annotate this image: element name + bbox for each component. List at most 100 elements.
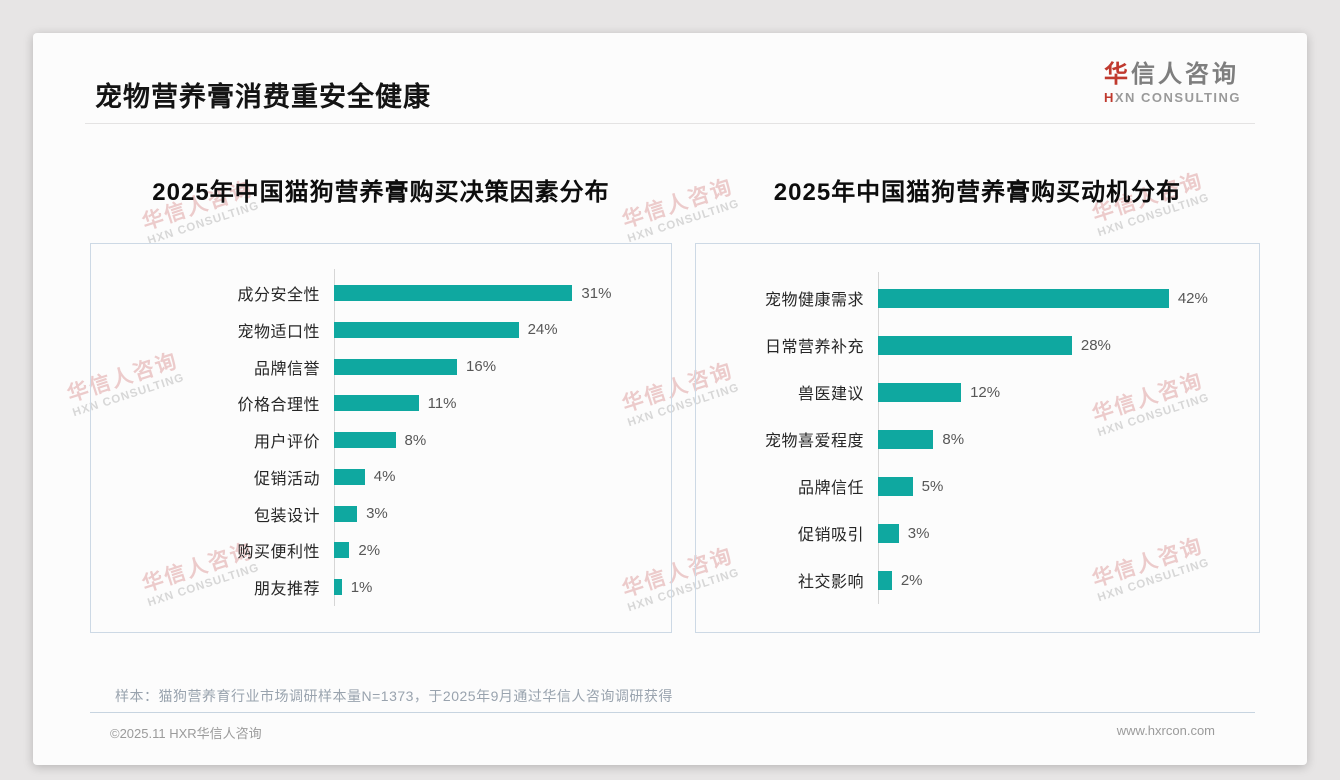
- value-label: 2%: [900, 571, 923, 589]
- category-label: 社交影响: [797, 574, 864, 591]
- category-label: 宠物适口性: [237, 323, 320, 341]
- category-label: 促销活动: [253, 470, 320, 488]
- bar: [334, 505, 358, 522]
- chart-row: 价格合理性 11%: [91, 386, 657, 420]
- bar: [878, 570, 892, 590]
- chart-row: 兽医建议 12%: [696, 374, 1245, 410]
- left-chart-title: 2025年中国猫狗营养膏购买决策因素分布: [152, 179, 610, 206]
- chart-row: 宠物健康需求 42%: [696, 280, 1245, 316]
- bar: [334, 579, 342, 595]
- category-label: 兽医建议: [797, 386, 864, 403]
- bar: [878, 429, 934, 449]
- logo-cn: 华信人咨询: [1104, 61, 1241, 89]
- value-label: 5%: [921, 477, 944, 495]
- bar: [334, 395, 419, 412]
- chart-row: 朋友推荐 1%: [91, 570, 657, 604]
- chart-row: 品牌信任 5%: [696, 468, 1245, 504]
- bar-track: 3%: [334, 505, 657, 522]
- value-label: 3%: [907, 524, 930, 542]
- slide-card: 华信人咨询 HXN CONSULTING 华信人咨询 HXN CONSULTIN…: [33, 33, 1307, 765]
- value-label: 8%: [404, 431, 427, 449]
- footer-website: www.hxrcon.com: [1116, 723, 1215, 738]
- category-label: 价格合理性: [237, 397, 320, 415]
- right-chart-panel: 宠物健康需求 42% 日常营养补充 28% 兽医建议 12% 宠物喜爱程度 8% 品牌信任 5% 促…: [695, 243, 1260, 633]
- chart-row: 日常营养补充 28%: [696, 327, 1245, 363]
- bar-track: 5%: [878, 476, 1245, 496]
- value-label: 1%: [350, 578, 373, 596]
- bar: [334, 542, 350, 559]
- value-label: 16%: [466, 358, 497, 375]
- bar: [878, 476, 913, 496]
- left-chart-panel: 成分安全性 31% 宠物适口性 24% 品牌信誉 16% 价格合理性 11% 用户评价 8% 促销活…: [90, 243, 672, 633]
- bar-track: 28%: [878, 335, 1245, 355]
- bar: [334, 358, 458, 375]
- value-label: 4%: [373, 468, 396, 486]
- value-label: 24%: [527, 321, 558, 339]
- category-label: 品牌信任: [797, 480, 864, 497]
- chart-row: 成分安全性 31%: [91, 276, 657, 310]
- value-label: 31%: [581, 284, 612, 302]
- bar-track: 3%: [878, 523, 1245, 543]
- category-label: 包装设计: [253, 507, 320, 525]
- bar-track: 8%: [878, 429, 1245, 449]
- bar: [334, 468, 365, 485]
- category-label: 品牌信誉: [253, 360, 320, 378]
- logo-cn-rest: 信人咨询: [1130, 61, 1239, 88]
- bar-track: 2%: [334, 542, 657, 559]
- bar-track: 31%: [334, 285, 657, 302]
- bar: [334, 321, 519, 338]
- page-title: 宠物营养膏消费重安全健康: [95, 82, 431, 112]
- value-label: 11%: [427, 394, 457, 412]
- bar-track: 24%: [334, 321, 657, 338]
- bar-rows: 宠物健康需求 42% 日常营养补充 28% 兽医建议 12% 宠物喜爱程度 8% 品牌信任 5% 促…: [696, 280, 1245, 598]
- bar: [878, 382, 962, 402]
- bar-track: 12%: [878, 382, 1245, 402]
- category-label: 成分安全性: [237, 287, 320, 304]
- category-label: 用户评价: [253, 434, 320, 451]
- value-label: 42%: [1177, 289, 1208, 307]
- bar-track: 8%: [334, 432, 657, 449]
- bar: [878, 523, 899, 543]
- value-label: 2%: [358, 541, 381, 559]
- category-label: 宠物健康需求: [764, 292, 864, 309]
- logo-en-accent: H: [1103, 89, 1115, 105]
- logo-en: HXN CONSULTING: [1103, 89, 1241, 106]
- category-label: 宠物喜爱程度: [764, 433, 864, 450]
- chart-row: 宠物适口性 24%: [91, 313, 657, 347]
- value-label: 28%: [1080, 336, 1111, 354]
- chart-row: 购买便利性 2%: [91, 533, 657, 567]
- company-logo: 华信人咨询 HXN CONSULTING: [1104, 61, 1241, 106]
- bar-track: 4%: [334, 468, 657, 485]
- category-label: 朋友推荐: [253, 581, 320, 598]
- footer-divider: [90, 712, 1255, 713]
- category-label: 促销吸引: [797, 527, 864, 544]
- bar: [878, 335, 1072, 355]
- chart-row: 促销活动 4%: [91, 460, 657, 494]
- chart-row: 品牌信誉 16%: [91, 350, 657, 384]
- right-chart-title: 2025年中国猫狗营养膏购买动机分布: [773, 179, 1182, 206]
- chart-row: 促销吸引 3%: [696, 515, 1245, 551]
- logo-en-rest: XN CONSULTING: [1114, 89, 1241, 105]
- chart-row: 包装设计 3%: [91, 497, 657, 531]
- value-label: 12%: [970, 383, 1001, 401]
- category-label: 日常营养补充: [764, 339, 864, 356]
- bar-rows: 成分安全性 31% 宠物适口性 24% 品牌信誉 16% 价格合理性 11% 用户评价 8% 促销活…: [91, 276, 657, 604]
- chart-row: 社交影响 2%: [696, 562, 1245, 598]
- bar-track: 1%: [334, 579, 657, 596]
- logo-cn-accent: 华: [1103, 61, 1131, 88]
- bar-track: 2%: [878, 570, 1245, 590]
- value-label: 8%: [942, 430, 965, 448]
- chart-row: 宠物喜爱程度 8%: [696, 421, 1245, 457]
- bar: [334, 285, 573, 301]
- sample-footnote: 样本：猫狗营养育行业市场调研样本量N=1373，于2025年9月通过华信人咨询调…: [115, 688, 673, 704]
- category-label: 购买便利性: [237, 544, 320, 562]
- bar-track: 42%: [878, 288, 1245, 308]
- bar: [878, 288, 1169, 308]
- bar-track: 16%: [334, 358, 657, 375]
- bar-track: 11%: [334, 395, 657, 412]
- footer-copyright: ©2025.11 HXR华信人咨询: [110, 726, 262, 741]
- bar: [334, 432, 396, 448]
- chart-row: 用户评价 8%: [91, 423, 657, 457]
- value-label: 3%: [366, 505, 388, 522]
- header-divider: [85, 123, 1255, 124]
